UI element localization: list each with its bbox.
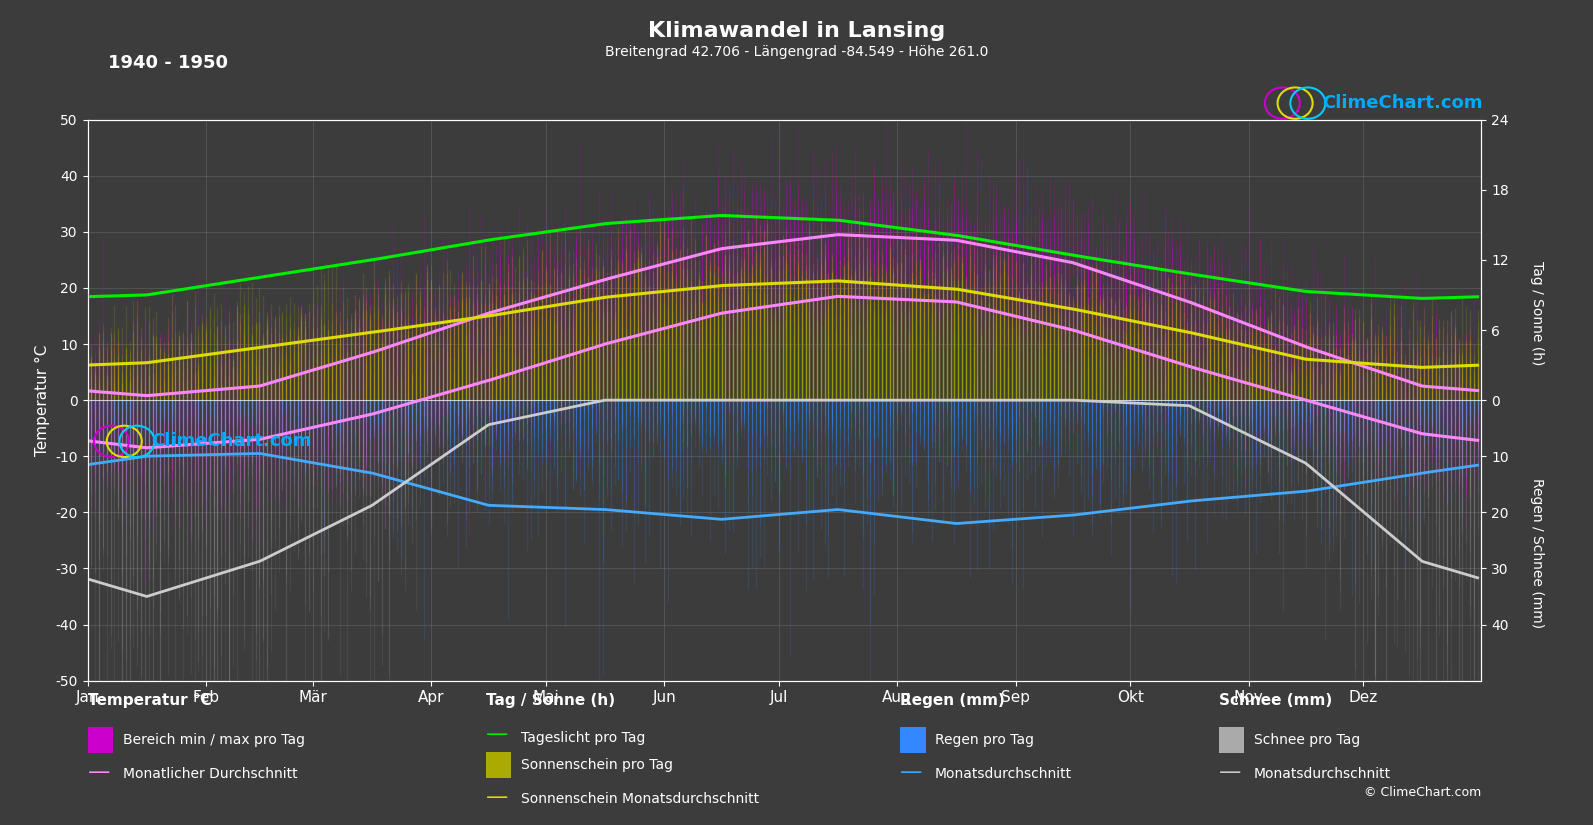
Text: Regen pro Tag: Regen pro Tag — [935, 733, 1034, 747]
Text: —: — — [88, 762, 110, 782]
Text: Regen (mm): Regen (mm) — [900, 693, 1005, 709]
Text: ClimeChart.com: ClimeChart.com — [1322, 94, 1483, 112]
Text: —: — — [1219, 762, 1241, 782]
Text: Tageslicht pro Tag: Tageslicht pro Tag — [521, 732, 645, 745]
Text: Breitengrad 42.706 - Längengrad -84.549 - Höhe 261.0: Breitengrad 42.706 - Längengrad -84.549 … — [605, 45, 988, 59]
Text: Schnee (mm): Schnee (mm) — [1219, 693, 1332, 709]
Text: —: — — [900, 762, 922, 782]
Y-axis label: Temperatur °C: Temperatur °C — [35, 345, 49, 455]
Text: —: — — [486, 724, 508, 744]
Text: Bereich min / max pro Tag: Bereich min / max pro Tag — [123, 733, 304, 747]
Text: Temperatur °C: Temperatur °C — [88, 693, 212, 709]
Text: —: — — [486, 787, 508, 807]
Text: Tag / Sonne (h): Tag / Sonne (h) — [1531, 262, 1544, 365]
Text: Monatlicher Durchschnitt: Monatlicher Durchschnitt — [123, 767, 298, 780]
Text: Tag / Sonne (h): Tag / Sonne (h) — [486, 693, 615, 709]
Text: Klimawandel in Lansing: Klimawandel in Lansing — [648, 21, 945, 40]
Text: Schnee pro Tag: Schnee pro Tag — [1254, 733, 1360, 747]
Text: ClimeChart.com: ClimeChart.com — [151, 432, 312, 450]
Text: Monatsdurchschnitt: Monatsdurchschnitt — [1254, 767, 1391, 780]
Text: Sonnenschein pro Tag: Sonnenschein pro Tag — [521, 758, 672, 771]
Text: Monatsdurchschnitt: Monatsdurchschnitt — [935, 767, 1072, 780]
Text: Regen / Schnee (mm): Regen / Schnee (mm) — [1531, 478, 1544, 628]
Text: © ClimeChart.com: © ClimeChart.com — [1364, 786, 1481, 799]
Text: 1940 - 1950: 1940 - 1950 — [108, 54, 228, 72]
Text: Sonnenschein Monatsdurchschnitt: Sonnenschein Monatsdurchschnitt — [521, 792, 758, 805]
